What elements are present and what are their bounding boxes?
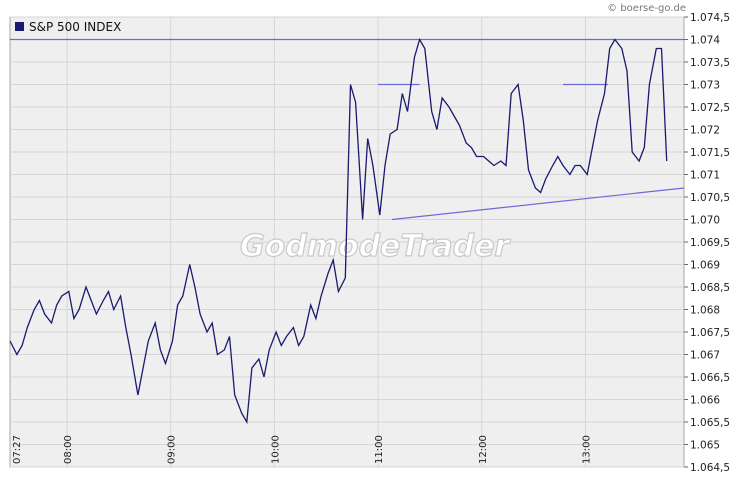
source-label: © boerse-go.de (607, 3, 686, 14)
y-tick-label: 1.069,5 (690, 237, 730, 249)
y-tick-label: 1.068 (690, 305, 720, 317)
y-tick-label: 1.071 (690, 170, 720, 182)
y-tick-label: 1.074,5 (690, 12, 730, 24)
y-tick-label: 1.068,5 (690, 282, 730, 294)
series-line-sp500 (9, 37, 668, 425)
x-tick-label: 09:00 (167, 435, 178, 464)
y-tick-label: 1.072,5 (690, 102, 730, 114)
x-tick-label: 11:00 (374, 435, 385, 464)
watermark: GodmodeTrader (240, 229, 511, 264)
y-tick-label: 1.069 (690, 260, 720, 272)
x-tick-label: 08:00 (63, 435, 74, 464)
y-tick-label: 1.066 (690, 395, 720, 407)
annotations (10, 38, 685, 221)
y-tick-label: 1.070,5 (690, 192, 730, 204)
y-tick-label: 1.073,5 (690, 57, 730, 69)
y-tick-label: 1.072 (690, 125, 720, 137)
y-tick-label: 1.074 (690, 35, 720, 47)
gridlines (10, 16, 684, 468)
x-tick-label: 12:00 (478, 435, 489, 464)
x-tick-label: 10:00 (270, 435, 281, 464)
x-tick-label: 13:00 (581, 435, 592, 464)
y-tick-label: 1.070 (690, 215, 720, 227)
y-tick-label: 1.071,5 (690, 147, 730, 159)
y-tick-label: 1.073 (690, 80, 720, 92)
x-axis: 07:27 08:00 09:00 10:00 11:00 12:00 13:00 (12, 435, 592, 464)
y-tick-label: 1.064,5 (690, 462, 730, 474)
y-tick-label: 1.067,5 (690, 327, 730, 339)
y-tick-label: 1.067 (690, 350, 720, 362)
x-tick-label: 07:27 (12, 435, 23, 464)
y-tick-label: 1.065 (690, 440, 720, 452)
legend-label: S&P 500 INDEX (29, 20, 121, 34)
annotation-trendline (391, 187, 685, 221)
legend-swatch (15, 22, 24, 31)
y-tick-label: 1.066,5 (690, 372, 730, 384)
y-axis: 1.064,5 1.065 1.065,5 1.066 1.066,5 1.067 1.06… (684, 12, 730, 474)
y-tick-label: 1.065,5 (690, 417, 730, 429)
